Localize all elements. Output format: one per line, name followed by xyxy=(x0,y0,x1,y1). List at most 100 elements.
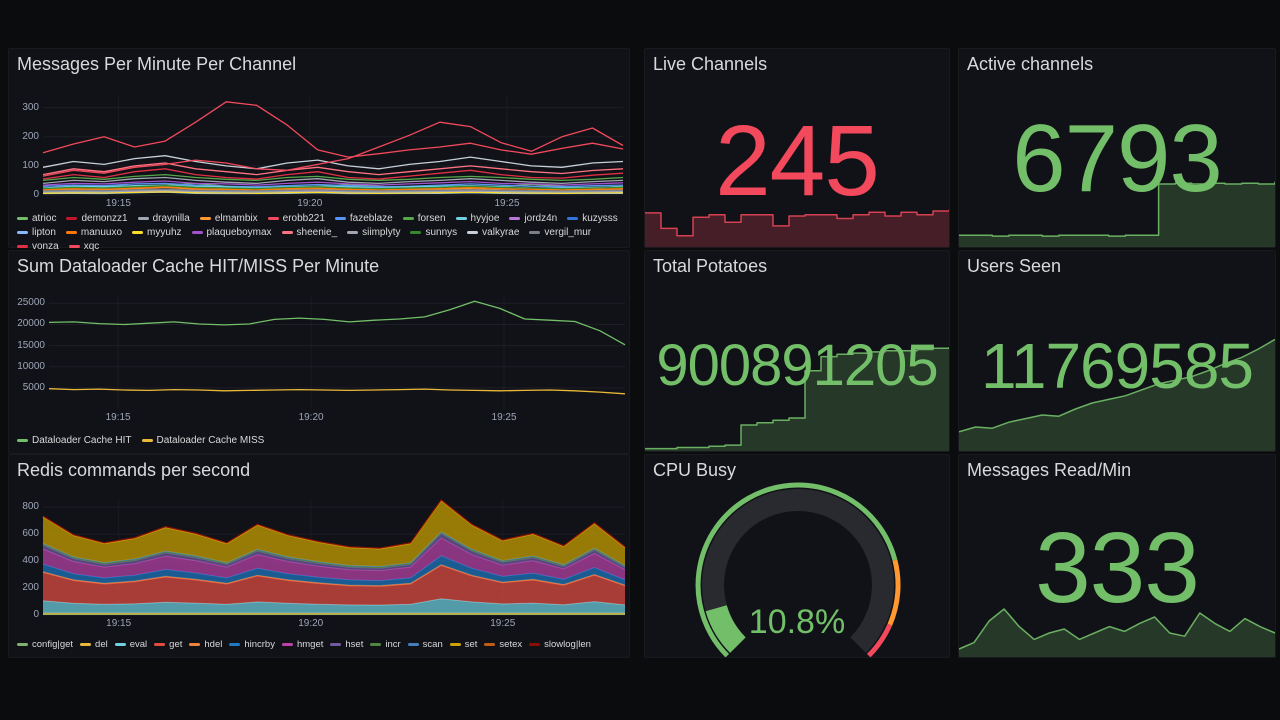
y-tick-label: 100 xyxy=(22,159,39,171)
y-tick-label: 800 xyxy=(22,501,39,513)
legend-label: setex xyxy=(499,639,523,650)
y-tick-label: 300 xyxy=(22,101,39,113)
chart-canvas xyxy=(959,338,1275,451)
messages-read-sparkline xyxy=(959,577,1275,657)
x-tick-label: 19:15 xyxy=(105,198,131,209)
chart-canvas xyxy=(959,181,1275,247)
legend-label: hdel xyxy=(204,639,223,650)
legend-label: hset xyxy=(345,639,364,650)
panel-cpu-busy: CPU Busy 10.8% xyxy=(644,454,950,658)
legend-color-dash xyxy=(529,231,541,234)
legend-item[interactable]: hdel xyxy=(189,639,222,650)
legend-label: demonzz1 xyxy=(81,213,128,224)
dataloader-legend: Dataloader Cache HIT Dataloader Cache MIS… xyxy=(17,435,625,446)
legend-item[interactable]: valkyrae xyxy=(467,227,519,238)
x-tick-label: 19:20 xyxy=(297,198,323,209)
legend-item[interactable]: config|get xyxy=(17,639,73,650)
legend-color-dash xyxy=(154,643,166,646)
panel-title[interactable]: Total Potatoes xyxy=(653,256,768,276)
legend-item[interactable]: siimplyty xyxy=(347,227,400,238)
y-tick-label: 25000 xyxy=(17,297,45,309)
legend-item[interactable]: atrioc xyxy=(17,213,56,224)
legend-item[interactable]: incr xyxy=(370,639,401,650)
total-potatoes-value: 900891205 xyxy=(656,333,938,398)
redis-commands-chart[interactable]: 0 200 400 600 800 19:15 19:20 19:25 xyxy=(22,499,626,629)
panel-title[interactable]: Sum Dataloader Cache HIT/MISS Per Minute xyxy=(17,256,380,276)
legend-item[interactable]: fazeblaze xyxy=(334,213,393,224)
y-tick-label: 0 xyxy=(33,189,39,200)
panel-title[interactable]: Users Seen xyxy=(967,256,1062,276)
x-tick-label: 19:15 xyxy=(106,618,132,629)
y-tick-label: 5000 xyxy=(22,381,45,393)
legend-item[interactable]: vergil_mur xyxy=(529,227,591,238)
legend-label: jordz4n xyxy=(524,213,558,224)
legend-item[interactable]: forsen xyxy=(402,213,446,224)
legend-item[interactable]: draynilla xyxy=(137,213,190,224)
legend-label: get xyxy=(169,639,183,650)
legend-item[interactable]: hset xyxy=(330,639,363,650)
chart-canvas xyxy=(695,482,901,657)
panel-title[interactable]: Messages Per Minute Per Channel xyxy=(17,54,297,74)
dataloader-cache-chart[interactable]: 5000 10000 15000 20000 25000 19:15 19:20 19:25 xyxy=(17,297,626,423)
legend-item[interactable]: lipton xyxy=(17,227,56,238)
panel-title[interactable]: CPU Busy xyxy=(653,460,737,480)
cpu-busy-value: 10.8% xyxy=(748,603,846,641)
messages-per-minute-chart[interactable]: 0 100 200 300 19:15 19:20 19:25 xyxy=(22,96,624,209)
legend-color-dash xyxy=(137,217,149,220)
legend-item[interactable]: eval xyxy=(114,639,147,650)
live-channels-value: 245 xyxy=(715,105,880,217)
legend-item[interactable]: demonzz1 xyxy=(66,213,128,224)
legend-item[interactable]: sunnys xyxy=(410,227,457,238)
panel-title[interactable]: Active channels xyxy=(967,54,1094,74)
panel-title[interactable]: Live Channels xyxy=(653,54,768,74)
legend-item[interactable]: manuuxo xyxy=(65,227,123,238)
legend-item[interactable]: get xyxy=(154,639,182,650)
legend-label: scan xyxy=(422,639,443,650)
gauge-threshold-band xyxy=(866,623,893,657)
legend-item[interactable]: plaqueboymax xyxy=(191,227,272,238)
gauge-threshold-band xyxy=(887,559,901,626)
legend-label: kuzysss xyxy=(582,213,618,224)
legend-item[interactable]: scan xyxy=(407,639,443,650)
legend-color-dash xyxy=(347,231,359,234)
legend-item[interactable]: sheenie_ xyxy=(281,227,337,238)
panel-title[interactable]: Messages Read/Min xyxy=(967,460,1132,480)
legend-item[interactable]: hmget xyxy=(281,639,324,650)
legend-item[interactable]: setex xyxy=(484,639,522,650)
x-tick-label: 19:20 xyxy=(298,618,324,629)
panel-dataloader-cache: Sum Dataloader Cache HIT/MISS Per Minute… xyxy=(8,250,630,454)
legend-label: xqc xyxy=(83,241,100,252)
legend-item[interactable]: kuzysss xyxy=(567,213,618,224)
legend-item[interactable]: del xyxy=(80,639,108,650)
cpu-busy-gauge[interactable] xyxy=(645,455,949,657)
legend-item[interactable]: Dataloader Cache MISS xyxy=(141,435,264,446)
legend-item[interactable]: vonza xyxy=(17,241,59,252)
legend-color-dash xyxy=(17,217,28,220)
legend-label: slowlog|len xyxy=(544,639,591,650)
panel-title[interactable]: Redis commands per second xyxy=(17,460,251,480)
legend-item[interactable]: set xyxy=(449,639,477,650)
legend-item[interactable]: xqc xyxy=(68,241,100,252)
legend-item[interactable]: jordz4n xyxy=(509,213,557,224)
legend-label: hmget xyxy=(296,639,324,650)
y-tick-label: 200 xyxy=(22,130,39,142)
legend-item[interactable]: slowlog|len xyxy=(529,639,591,650)
legend-item[interactable]: elmambix xyxy=(199,213,258,224)
legend-item[interactable]: hincrby xyxy=(229,639,275,650)
legend-item[interactable]: erobb221 xyxy=(267,213,325,224)
legend-label: vergil_mur xyxy=(544,227,592,238)
legend-label: myyuhz xyxy=(147,227,182,238)
legend-item[interactable]: Dataloader Cache HIT xyxy=(17,435,132,446)
legend-item[interactable]: myyuhz xyxy=(132,227,182,238)
x-tick-label: 19:25 xyxy=(494,198,520,209)
legend-color-dash xyxy=(410,231,422,234)
legend-label: manuuxo xyxy=(80,227,123,238)
legend-label: hyyjoe xyxy=(470,213,500,224)
legend-label: del xyxy=(95,639,108,650)
legend-color-dash xyxy=(267,217,279,220)
legend-color-dash xyxy=(65,231,77,234)
gauge-threshold-band xyxy=(695,482,898,657)
legend-color-dash xyxy=(17,245,28,248)
legend-item[interactable]: hyyjoe xyxy=(455,213,500,224)
